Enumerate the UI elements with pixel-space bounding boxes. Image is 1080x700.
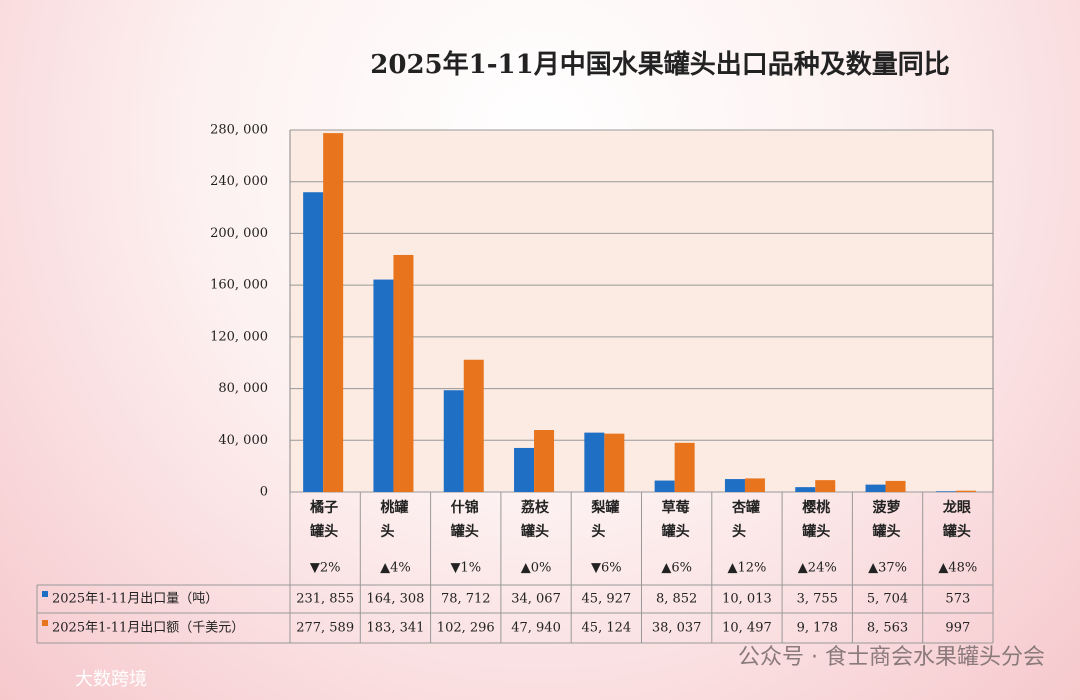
legend-swatch xyxy=(42,620,48,626)
value-label: 3, 755 xyxy=(797,592,838,607)
watermark: 大数跨境 xyxy=(75,669,147,690)
bar xyxy=(373,279,394,492)
y-tick-label: 80, 000 xyxy=(218,381,268,396)
value-label: 231, 855 xyxy=(296,592,354,607)
x-tick-label: 荔枝罐头 xyxy=(521,500,550,540)
bar xyxy=(935,491,956,492)
bar xyxy=(393,254,414,492)
change-label: ▼2% xyxy=(310,561,341,576)
x-tick-label: 龙眼罐头 xyxy=(942,500,971,540)
change-label: ▲12% xyxy=(727,561,766,576)
chart-title: 2025年1-11月中国水果罐头出口品种及数量同比 xyxy=(370,49,949,80)
value-label: 10, 497 xyxy=(722,621,772,636)
value-label: 183, 341 xyxy=(367,621,425,636)
change-label: ▼1% xyxy=(450,561,481,576)
change-label: ▲48% xyxy=(938,561,977,576)
bar xyxy=(604,433,625,492)
legend-label: 2025年1-11月出口量（吨） xyxy=(52,592,218,607)
value-label: 5, 704 xyxy=(867,592,908,607)
x-tick-label: 什锦罐头 xyxy=(450,500,479,540)
bar xyxy=(584,432,605,492)
value-label: 45, 927 xyxy=(582,592,632,607)
value-label: 45, 124 xyxy=(582,621,632,636)
change-label: ▲0% xyxy=(521,561,552,576)
bar xyxy=(815,480,836,492)
x-tick-label: 橘子罐头 xyxy=(310,500,339,540)
bar xyxy=(654,480,675,492)
bar xyxy=(674,442,695,492)
legend-swatch xyxy=(42,591,48,597)
value-label: 8, 852 xyxy=(656,592,697,607)
bar xyxy=(514,447,535,492)
value-label: 164, 308 xyxy=(367,592,425,607)
change-label: ▲24% xyxy=(798,561,837,576)
bar xyxy=(744,478,765,492)
value-label: 34, 067 xyxy=(511,592,561,607)
x-tick-label: 菠萝罐头 xyxy=(872,500,901,540)
x-tick-label: 梨罐头 xyxy=(591,500,620,540)
legend-label: 2025年1-11月出口额（千美元） xyxy=(52,621,244,636)
value-label: 10, 013 xyxy=(722,592,772,607)
x-tick-label: 草莓罐头 xyxy=(661,500,690,540)
y-tick-label: 160, 000 xyxy=(210,278,268,293)
y-tick-label: 0 xyxy=(260,485,268,500)
y-tick-label: 200, 000 xyxy=(210,226,268,241)
value-label: 997 xyxy=(945,621,970,636)
value-label: 38, 037 xyxy=(652,621,702,636)
value-label: 8, 563 xyxy=(867,621,908,636)
bar xyxy=(724,479,745,492)
bar xyxy=(885,480,906,492)
y-tick-label: 40, 000 xyxy=(218,433,268,448)
change-label: ▼6% xyxy=(591,561,622,576)
bar xyxy=(865,484,886,492)
change-label: ▲4% xyxy=(380,561,411,576)
bar xyxy=(955,490,976,492)
y-tick-label: 120, 000 xyxy=(210,329,268,344)
bar xyxy=(534,430,555,492)
bar xyxy=(443,390,464,492)
bar xyxy=(303,192,324,492)
value-label: 9, 178 xyxy=(797,621,838,636)
x-tick-label: 桃罐头 xyxy=(380,500,409,540)
change-label: ▲37% xyxy=(868,561,907,576)
bar xyxy=(795,487,816,492)
value-label: 47, 940 xyxy=(511,621,561,636)
x-tick-label: 樱桃罐头 xyxy=(802,500,831,540)
value-label: 78, 712 xyxy=(441,592,491,607)
value-label: 102, 296 xyxy=(437,621,495,636)
y-tick-label: 280, 000 xyxy=(210,123,268,138)
bar xyxy=(323,133,344,493)
value-label: 277, 589 xyxy=(296,621,354,636)
watermark: 公众号 · 食士商会水果罐头分会 xyxy=(738,645,1045,670)
bar xyxy=(463,359,484,492)
x-tick-label: 杏罐头 xyxy=(731,500,760,540)
value-label: 573 xyxy=(945,592,970,607)
change-label: ▲6% xyxy=(661,561,692,576)
y-tick-label: 240, 000 xyxy=(210,174,268,189)
